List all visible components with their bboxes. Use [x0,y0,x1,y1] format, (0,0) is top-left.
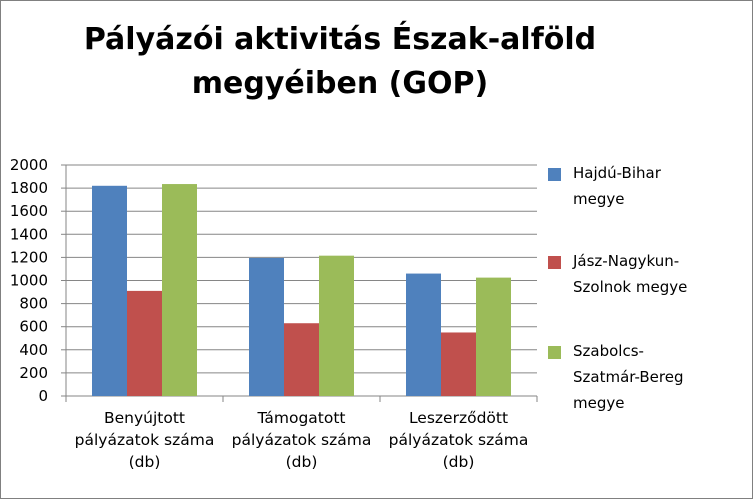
y-tick-label: 600 [19,318,48,336]
chart-title-line-1: Pályázói aktivitás Észak-alföld [83,22,597,57]
legend-label-line: megye [573,394,625,412]
bar [92,185,127,396]
x-category-label: Támogatott [256,409,345,427]
legend-label-line: Jász-Nagykun- [573,252,680,270]
x-category-label: pályázatok száma [389,431,529,449]
x-category-label: (db) [443,453,475,471]
y-tick-label: 1000 [10,272,48,290]
bar [249,257,284,396]
legend-label-szabolcs-szatmar-bereg: Szabolcs- Szatmár-Bereg megye [573,338,748,416]
y-tick-label: 400 [19,341,48,359]
x-category-label: pályázatok száma [75,431,215,449]
bar [162,184,197,396]
y-tick-label: 1800 [10,179,48,197]
bar [319,255,354,396]
x-category-label: pályázatok száma [232,431,372,449]
x-category-label: Leszerződött [409,409,508,427]
legend-swatch-szabolcs-szatmar-bereg [548,346,561,359]
legend-label-hajdu-bihar: Hajdú-Bihar megye [573,160,748,212]
y-tick-label: 0 [38,387,48,405]
legend-label-line: Szatmár-Bereg [573,368,684,386]
legend-swatch-hajdu-bihar [548,168,561,181]
legend-swatch-jasz-nagykun-szolnok [548,256,561,269]
y-tick-label: 1400 [10,225,48,243]
x-category-label: (db) [129,453,161,471]
y-tick-label: 200 [19,364,48,382]
x-category-label: (db) [286,453,318,471]
legend-label-line: megye [573,190,625,208]
x-category-label: Benyújtott [104,409,185,427]
bar [284,323,319,396]
bar [406,273,441,396]
legend-label-jasz-nagykun-szolnok: Jász-Nagykun- Szolnok megye [573,248,748,300]
y-tick-label: 2000 [10,156,48,174]
bar [127,290,162,396]
y-tick-label: 1600 [10,202,48,220]
y-tick-label: 1200 [10,248,48,266]
legend-label-line: Szolnok megye [573,278,688,296]
bar [476,277,511,396]
legend-label-line: Szabolcs- [573,342,644,360]
chart-title: Pályázói aktivitás Észak-alföld megyéibe… [60,18,620,106]
bar [441,332,476,396]
legend-label-line: Hajdú-Bihar [573,164,661,182]
chart-title-line-2: megyéiben (GOP) [191,66,489,101]
y-tick-label: 800 [19,295,48,313]
